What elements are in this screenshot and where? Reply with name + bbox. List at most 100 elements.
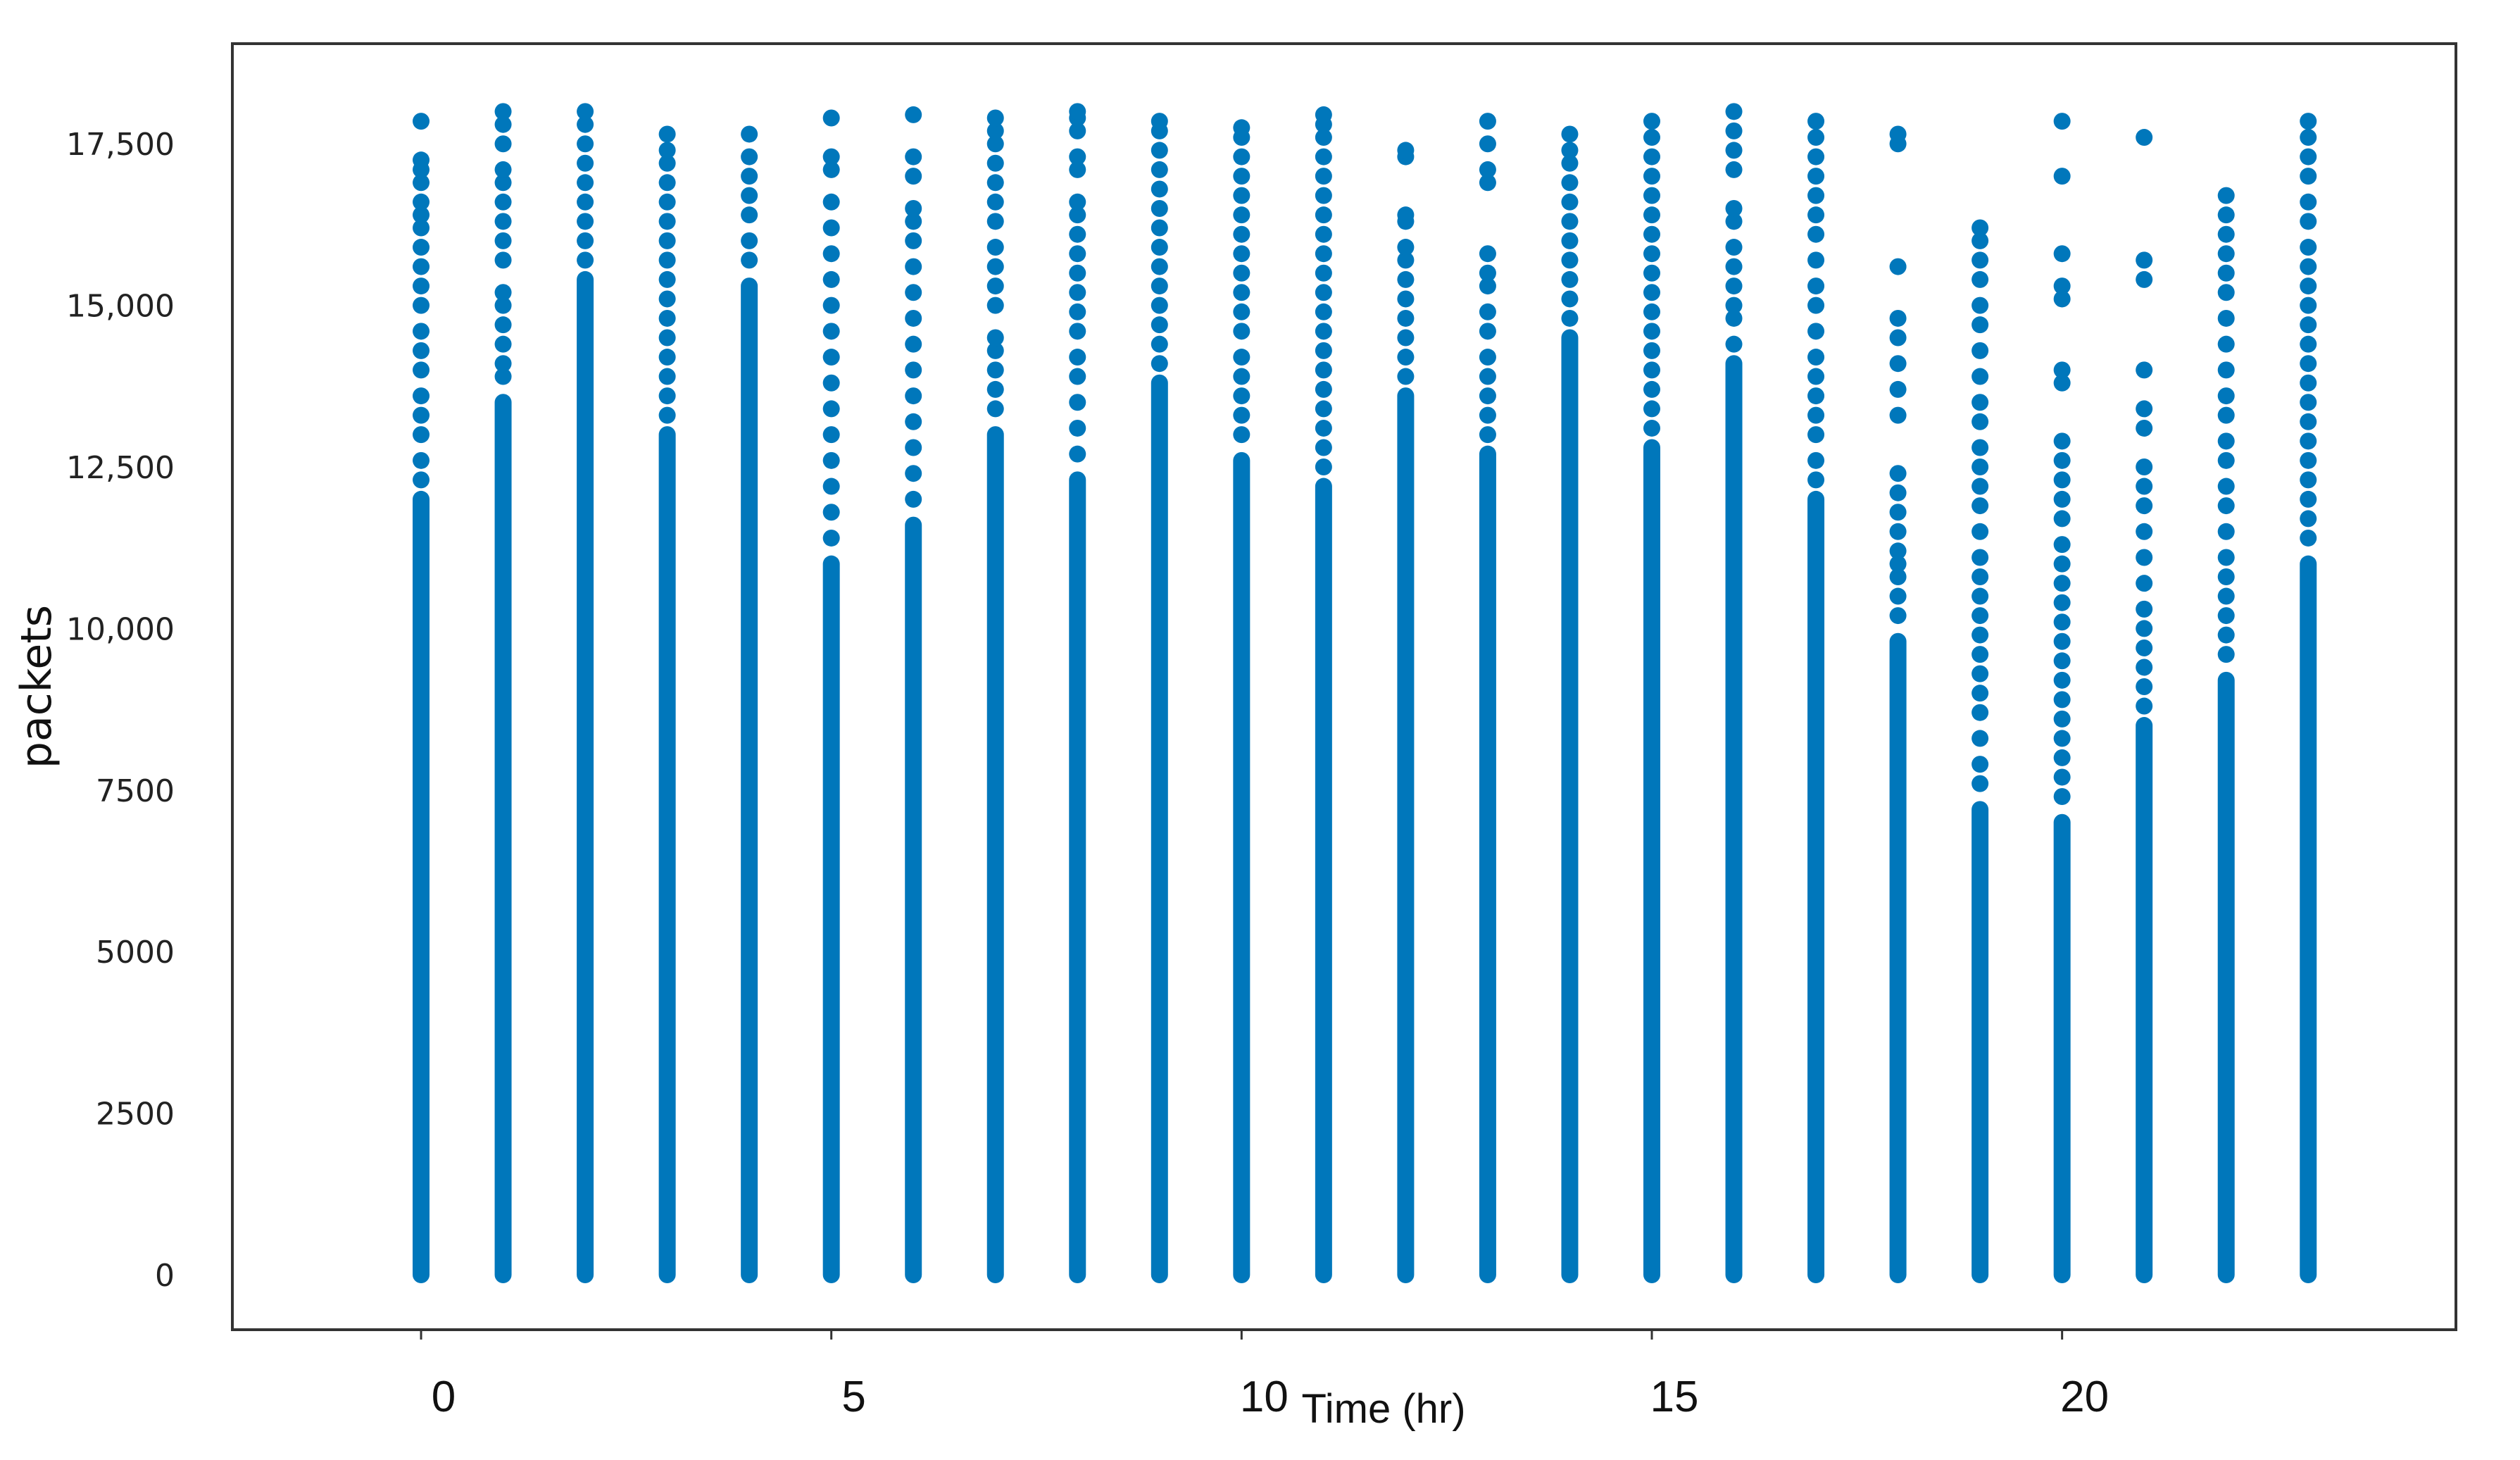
data-point [1972,251,1989,269]
data-point [1725,309,1743,327]
data-point [2300,213,2317,230]
data-point [1315,380,1332,398]
data-point [1889,587,1907,605]
data-point [494,116,512,133]
data-point [2136,478,2153,495]
data-point [1561,142,1579,159]
data-point [1397,206,1415,224]
data-point [1233,264,1250,282]
data-point [986,174,1004,192]
data-point [822,451,840,469]
data-point [986,109,1004,127]
data-point [1972,568,1989,586]
data-point [1561,270,1579,288]
data-point [986,213,1004,230]
data-point [413,471,430,489]
data-point [2300,168,2317,185]
data-point [494,355,512,373]
data-point [1889,406,1907,424]
data-point [1315,458,1332,476]
data-point [413,193,430,211]
data-point [1972,219,1989,237]
data-point [986,122,1004,139]
data-point [2136,497,2153,515]
data-point [658,270,676,288]
data-point [1643,264,1660,282]
data-point [1807,387,1825,405]
data-point [1972,413,1989,430]
data-point [2053,575,2071,592]
data-point [2136,678,2153,695]
data-point [1972,439,1989,456]
data-point [1889,568,1907,586]
data-point [905,490,922,508]
data-point [1972,368,1989,385]
data-point [658,174,676,192]
data-point [2136,620,2153,637]
data-point [1315,284,1332,301]
point-band-hour-19 [1972,801,1989,1284]
data-point [2136,697,2153,715]
data-point [741,168,758,185]
data-point [494,213,512,230]
data-point [822,349,840,366]
data-point [1643,148,1660,166]
point-band-hour-9 [1151,374,1168,1284]
data-point [1807,129,1825,146]
data-point [1069,303,1086,320]
data-point [1397,142,1415,159]
point-band-hour-2 [577,270,594,1284]
data-point [1725,199,1743,217]
data-point [658,232,676,249]
data-point [1807,148,1825,166]
data-point [1479,277,1496,295]
data-point [2300,297,2317,314]
data-point [413,361,430,379]
data-point [1233,406,1250,424]
data-point [1397,270,1415,288]
data-point [1807,113,1825,130]
data-point [905,199,922,217]
data-point [1151,335,1168,353]
data-point [577,103,594,120]
data-point [2053,749,2071,766]
data-point [413,387,430,405]
data-point [2300,316,2317,334]
data-point [658,154,676,172]
point-band-hour-23 [2300,555,2317,1284]
data-point [1725,239,1743,256]
data-point [494,251,512,269]
data-point [1479,349,1496,366]
data-point [1479,264,1496,282]
y-tick-label: 2500 [96,1097,175,1133]
data-point [2300,432,2317,450]
data-point [413,239,430,256]
data-point [413,323,430,340]
data-point [1807,225,1825,243]
data-point [822,297,840,314]
data-point [1233,206,1250,224]
data-point [1233,148,1250,166]
data-point [2217,187,2235,204]
data-point [905,232,922,249]
data-point [1807,426,1825,444]
data-point [2053,374,2071,392]
data-point [1069,245,1086,263]
data-point [822,148,840,166]
data-point [1643,129,1660,146]
data-point [413,406,430,424]
data-point [2217,387,2235,405]
data-point [1972,497,1989,515]
data-point [1069,264,1086,282]
data-point [822,193,840,211]
data-point [658,290,676,308]
point-band-hour-22 [2217,671,2235,1284]
data-point [2136,251,2153,269]
data-point [1233,187,1250,204]
data-point [577,193,594,211]
data-point [2053,432,2071,450]
data-point [1315,439,1332,456]
data-point [1151,199,1168,217]
data-point [2217,451,2235,469]
data-point [905,439,922,456]
